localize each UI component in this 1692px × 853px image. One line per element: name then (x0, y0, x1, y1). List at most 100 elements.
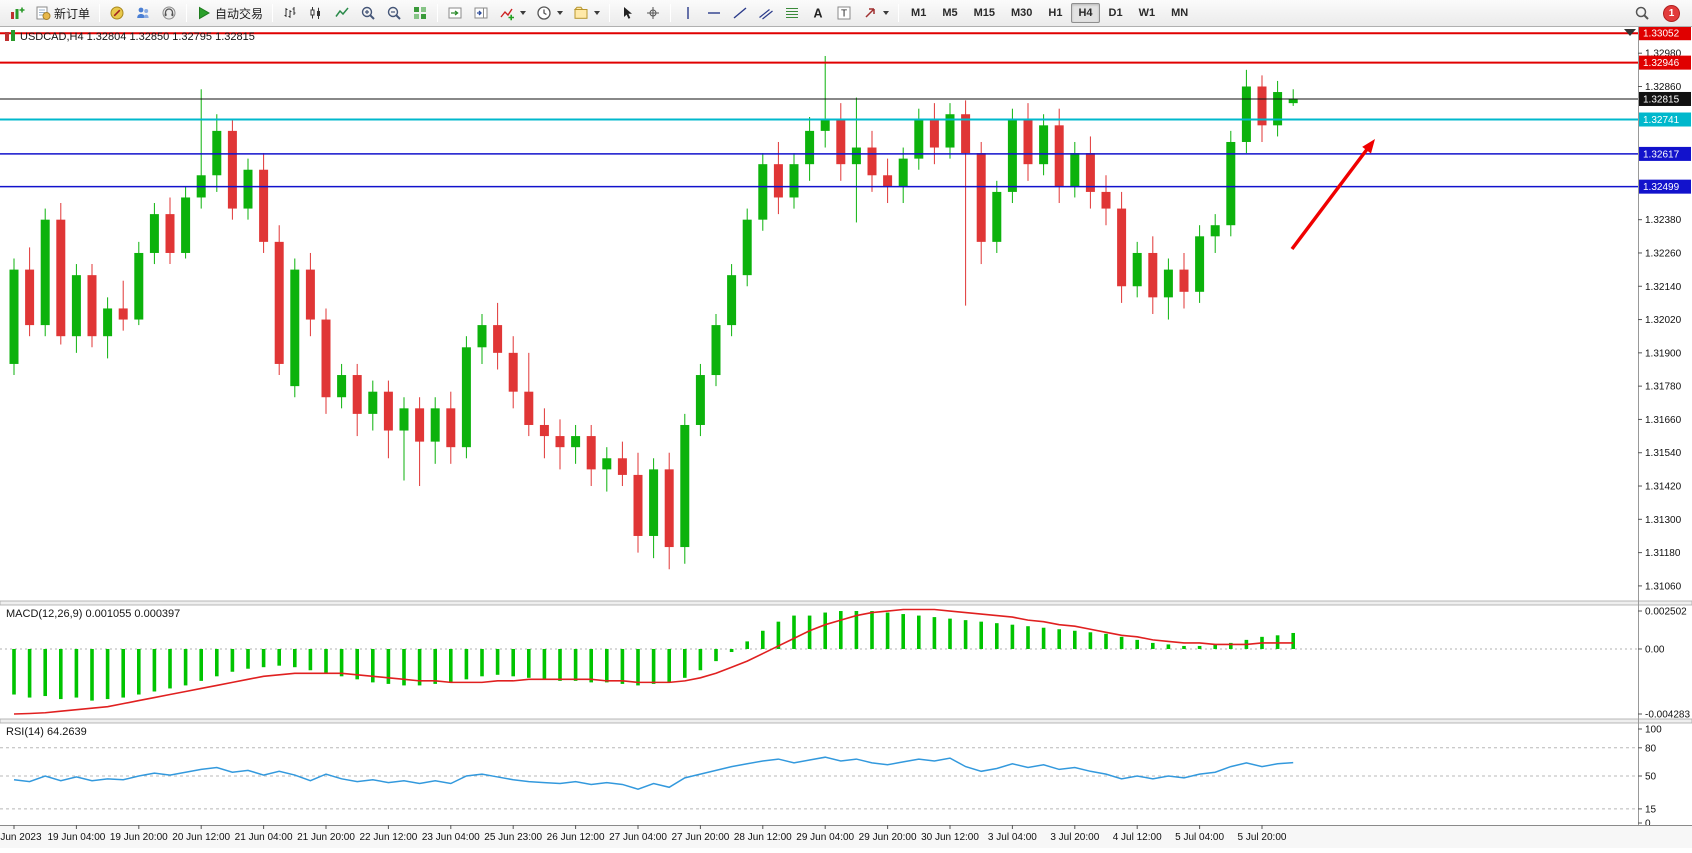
cursor-icon (624, 7, 633, 19)
auto-trading-button[interactable]: 自动交易 (191, 2, 268, 24)
vertical-line-tool-button[interactable] (675, 2, 701, 24)
crosshair-icon (647, 7, 660, 19)
indicators-dropdown-arrow-icon[interactable] (520, 11, 527, 15)
candlestick-series[interactable] (9, 55, 1298, 570)
price-level-label: 1.32617 (1643, 149, 1680, 160)
new-order-label: 新订单 (54, 6, 91, 21)
new-chart-button[interactable] (4, 2, 30, 24)
time-tick-label: 4 Jul 12:00 (1113, 832, 1162, 843)
compass-icon (110, 6, 124, 20)
timeframe-d1-button[interactable]: D1 (1108, 7, 1123, 19)
toolbar-separator (670, 4, 672, 22)
macd-panel[interactable]: MACD(12,26,9) 0.001055 0.000397 (0, 608, 1638, 715)
time-tick-label: 27 Jun 20:00 (671, 832, 729, 843)
price-level-box-1.32499 (1639, 179, 1691, 194)
time-tick-label: 3 Jul 20:00 (1050, 832, 1099, 843)
templates-button[interactable] (568, 2, 605, 24)
chart-canvas[interactable]: USDCAD,H4 1.32804 1.32850 1.32795 1.3281… (0, 26, 1692, 848)
arrow-tool-icon (865, 8, 875, 18)
panel-separator[interactable] (0, 600, 1692, 606)
vline-icon (687, 7, 689, 19)
chart-window[interactable]: USDCAD,H4 1.32804 1.32850 1.32795 1.3281… (0, 26, 1692, 848)
timeframe-w1-button[interactable]: W1 (1138, 7, 1156, 19)
indicator-icon (500, 8, 515, 21)
price-level-box-1.32741 (1639, 112, 1691, 127)
label-tool-button[interactable]: T (831, 2, 857, 24)
time-tick-label: 29 Jun 04:00 (796, 832, 854, 843)
price-tick: 1.32260 (1645, 248, 1682, 259)
price-tick: 1.32380 (1645, 215, 1682, 226)
auto-trading-label: 自动交易 (215, 6, 264, 21)
community-button[interactable] (156, 2, 182, 24)
channel-tool-button[interactable] (753, 2, 779, 24)
templates-dropdown-arrow-icon[interactable] (594, 11, 601, 15)
price-tick: 1.31660 (1645, 415, 1682, 426)
arrows-tool-dropdown-arrow-icon[interactable] (883, 11, 890, 15)
time-tick-label: 19 Jun 20:00 (110, 832, 168, 843)
time-axis[interactable]: 16 Jun 2023 19 Jun 04:00 19 Jun 20:00 20 Ju… (0, 825, 1692, 848)
time-tick-label: 27 Jun 04:00 (609, 832, 667, 843)
timeframe-h1-button[interactable]: H1 (1048, 7, 1063, 19)
text-tool-button[interactable]: A (805, 2, 831, 24)
timeframe-m15-button[interactable]: M15 (973, 7, 995, 19)
chart-shift-icon (474, 7, 488, 19)
macd-signal-line (13, 608, 1294, 715)
time-tick-label: 3 Jul 04:00 (988, 832, 1037, 843)
toolbar-separator (272, 4, 274, 22)
time-tick-label: 30 Jun 12:00 (921, 832, 979, 843)
periods-dropdown-arrow-icon[interactable] (557, 11, 564, 15)
price-tick: 1.32020 (1645, 315, 1682, 326)
zoom-in-button[interactable] (355, 2, 381, 24)
arrows-tool-button[interactable] (857, 2, 894, 24)
price-level-box-1.33052 (1639, 26, 1691, 41)
people-icon (137, 7, 149, 18)
timeframe-m30-button[interactable]: M30 (1011, 7, 1033, 19)
rsi-axis-tick: 50 (1645, 772, 1657, 783)
chart-shift-marker[interactable] (1624, 29, 1636, 36)
timeframe-mn-button[interactable]: MN (1171, 7, 1189, 19)
template-icon (573, 6, 588, 19)
toolbar-separator (99, 4, 101, 22)
clock-icon (537, 6, 551, 20)
price-level-label: 1.32499 (1643, 182, 1680, 193)
search-button[interactable] (1629, 2, 1655, 24)
navigator-button[interactable] (104, 2, 130, 24)
cursor-button[interactable] (614, 2, 640, 24)
market-watch-button[interactable] (130, 2, 156, 24)
auto-scroll-button[interactable] (442, 2, 468, 24)
price-tick: 1.31300 (1645, 515, 1682, 526)
new-order-button[interactable]: 新订单 (30, 2, 95, 24)
tile-windows-button[interactable] (407, 2, 433, 24)
rsi-panel[interactable]: RSI(14) 64.2639 (0, 726, 1638, 810)
toolbar-separator (609, 4, 611, 22)
fibonacci-tool-button[interactable] (779, 2, 805, 24)
line-chart-mode-button[interactable] (329, 2, 355, 24)
notification-badge[interactable]: 1 (1663, 4, 1680, 22)
order-icon (36, 6, 51, 20)
arrow-annotation[interactable] (1290, 139, 1375, 251)
channel-icon (759, 9, 773, 20)
time-tick-label: 23 Jun 04:00 (422, 832, 480, 843)
periods-button[interactable] (531, 2, 568, 24)
chart-shift-button[interactable] (468, 2, 494, 24)
symbol-ohlc-text: USDCAD,H4 1.32804 1.32850 1.32795 1.3281… (20, 31, 255, 43)
horizontal-line-tool-button[interactable] (701, 2, 727, 24)
candlestick-mode-button[interactable] (303, 2, 329, 24)
price-level-label: 1.33052 (1643, 29, 1680, 40)
trendline-tool-button[interactable] (727, 2, 753, 24)
indicators-button[interactable] (494, 2, 531, 24)
price-level-box-1.32815 (1639, 91, 1691, 106)
timeframe-h4-button[interactable]: H4 (1071, 3, 1100, 23)
crosshair-button[interactable] (640, 2, 666, 24)
bar-chart-mode-button[interactable] (277, 2, 303, 24)
panel-separator[interactable] (0, 718, 1692, 724)
timeframe-m1-button[interactable]: M1 (911, 7, 927, 19)
time-tick-label: 28 Jun 12:00 (734, 832, 792, 843)
text-t-icon: T (837, 6, 851, 20)
timeframe-m5-button[interactable]: M5 (942, 7, 958, 19)
rsi-axis-tick: 15 (1645, 804, 1657, 815)
chart-plus-icon (11, 7, 25, 19)
toolbar-separator (898, 4, 900, 22)
price-axis[interactable]: 1.32980 1.32860 1.32380 1.32260 1.32140 1.320… (1638, 26, 1691, 830)
zoom-out-button[interactable] (381, 2, 407, 24)
